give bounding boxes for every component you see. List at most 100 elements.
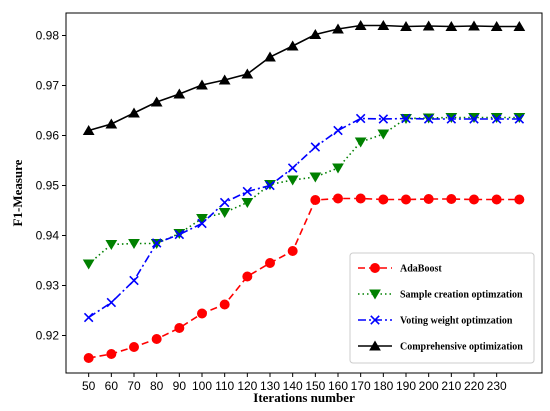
y-tick-label: 0.97 bbox=[36, 79, 60, 93]
data-point bbox=[446, 194, 457, 204]
data-point bbox=[128, 239, 140, 249]
y-tick-label: 0.94 bbox=[36, 229, 60, 243]
data-point bbox=[174, 323, 185, 333]
data-point bbox=[309, 172, 322, 183]
x-tick-label: 160 bbox=[328, 379, 348, 393]
data-point bbox=[332, 163, 344, 174]
data-point bbox=[310, 142, 321, 152]
data-point bbox=[401, 113, 411, 124]
data-point bbox=[105, 240, 118, 250]
data-point bbox=[354, 20, 367, 30]
x-tick-label: 130 bbox=[260, 379, 280, 393]
y-tick-label: 0.98 bbox=[36, 29, 60, 43]
data-point bbox=[401, 194, 411, 205]
data-point bbox=[173, 88, 186, 99]
x-tick-label: 90 bbox=[173, 379, 187, 393]
data-point bbox=[423, 114, 434, 124]
data-point bbox=[310, 195, 321, 205]
x-tick-label: 120 bbox=[237, 379, 257, 393]
data-point bbox=[129, 342, 139, 352]
series-2 bbox=[83, 113, 525, 323]
data-point bbox=[265, 180, 275, 191]
legend-marker bbox=[370, 315, 380, 325]
data-point bbox=[82, 259, 95, 270]
data-point bbox=[513, 21, 526, 31]
series-line bbox=[88, 117, 520, 319]
data-point bbox=[377, 20, 390, 30]
data-point bbox=[422, 20, 435, 31]
data-point bbox=[333, 193, 343, 204]
x-axis: 50 60 70 80 90 100 110 120 130 140 150 160 170 180 190… bbox=[82, 373, 507, 393]
data-point bbox=[106, 349, 117, 359]
data-point bbox=[151, 238, 162, 248]
data-point bbox=[354, 137, 367, 148]
data-point bbox=[287, 163, 298, 173]
x-tick-label: 200 bbox=[419, 379, 439, 393]
data-point bbox=[83, 353, 94, 363]
y-axis: 0.92 0.93 0.94 0.95 0.96 0.97 0.98 bbox=[36, 29, 66, 343]
x-tick-label: 100 bbox=[192, 379, 212, 393]
x-tick-label: 150 bbox=[305, 379, 325, 393]
data-point bbox=[241, 198, 254, 208]
legend-marker bbox=[369, 289, 381, 300]
data-point bbox=[242, 186, 253, 197]
data-point bbox=[287, 246, 298, 256]
x-tick-label: 220 bbox=[464, 379, 484, 393]
data-point bbox=[197, 308, 207, 319]
data-point bbox=[469, 194, 479, 205]
y-tick-label: 0.92 bbox=[36, 329, 60, 343]
x-axis-title: Iterations number bbox=[253, 390, 355, 405]
data-point bbox=[491, 194, 502, 205]
data-point bbox=[333, 125, 343, 136]
data-point bbox=[106, 297, 117, 308]
data-point bbox=[265, 258, 275, 268]
data-point bbox=[445, 21, 458, 31]
data-point bbox=[196, 214, 208, 224]
data-point bbox=[423, 194, 434, 204]
data-point bbox=[468, 20, 480, 31]
y-tick-label: 0.93 bbox=[36, 279, 60, 293]
data-point bbox=[241, 68, 254, 79]
x-tick-label: 60 bbox=[105, 379, 119, 393]
legend-label: Voting weight optimzation bbox=[400, 316, 513, 327]
series-layer bbox=[82, 20, 526, 363]
data-point bbox=[378, 194, 389, 205]
x-tick-label: 230 bbox=[487, 379, 507, 393]
legend-label: Sample creation optimzation bbox=[400, 290, 523, 301]
data-point bbox=[242, 271, 253, 282]
legend-label: AdaBoost bbox=[400, 264, 442, 275]
data-point bbox=[377, 129, 390, 140]
x-tick-label: 140 bbox=[283, 379, 303, 393]
legend-box bbox=[349, 252, 535, 364]
data-point bbox=[286, 175, 299, 186]
data-point bbox=[355, 193, 366, 204]
series-3 bbox=[82, 20, 526, 135]
x-tick-label: 110 bbox=[215, 379, 234, 393]
data-point bbox=[150, 96, 163, 107]
data-point bbox=[355, 113, 366, 124]
y-axis-title: F1-Measure bbox=[10, 159, 25, 226]
x-tick-label: 210 bbox=[441, 379, 461, 393]
x-tick-label: 190 bbox=[396, 379, 416, 393]
data-point bbox=[378, 114, 389, 124]
x-tick-label: 80 bbox=[150, 379, 164, 393]
data-point bbox=[129, 275, 139, 286]
data-point bbox=[514, 114, 525, 124]
data-point bbox=[128, 107, 140, 118]
series-line bbox=[88, 116, 520, 265]
x-tick-label: 180 bbox=[373, 379, 393, 393]
legend-marker bbox=[370, 263, 380, 273]
data-point bbox=[197, 218, 207, 229]
legend-marker bbox=[369, 340, 381, 351]
data-point bbox=[196, 79, 208, 90]
x-tick-label: 170 bbox=[351, 379, 371, 393]
data-point bbox=[491, 114, 502, 124]
data-point bbox=[469, 114, 479, 124]
data-point bbox=[218, 208, 231, 218]
data-point bbox=[151, 334, 162, 344]
data-point bbox=[490, 21, 503, 31]
data-point bbox=[446, 114, 457, 124]
legend: AdaBoost Sample creation optimzation Votin… bbox=[349, 252, 535, 364]
data-point bbox=[514, 194, 525, 205]
